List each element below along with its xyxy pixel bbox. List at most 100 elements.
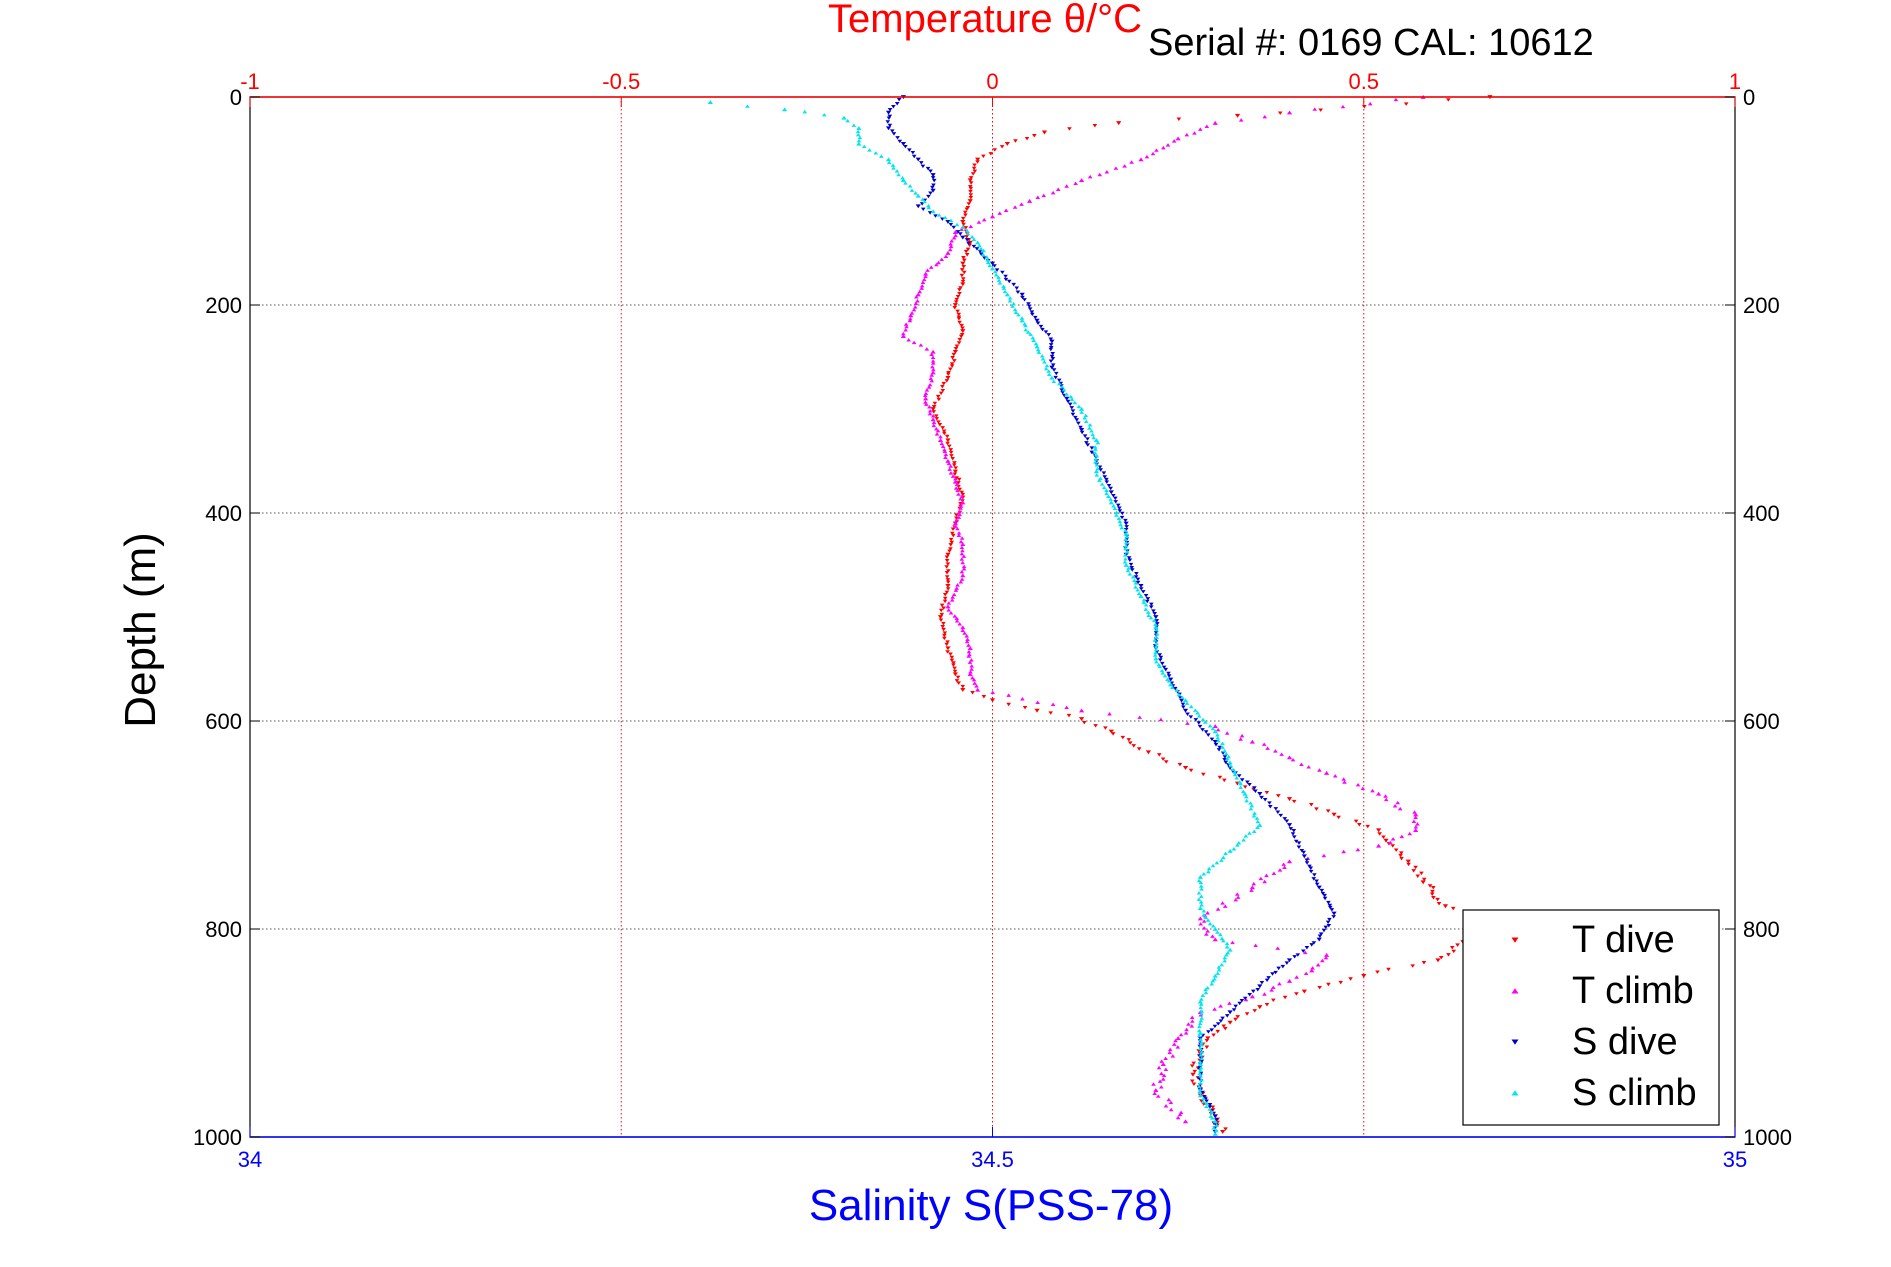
data-point (1255, 825, 1260, 829)
data-point (1016, 312, 1021, 317)
data-point (915, 204, 921, 209)
data-point (1207, 1105, 1213, 1109)
data-point (954, 679, 960, 683)
data-point (1214, 860, 1220, 865)
data-point (1020, 295, 1025, 300)
data-point (930, 359, 936, 363)
data-point (1290, 757, 1296, 762)
data-point (920, 164, 926, 169)
data-point (1153, 1088, 1159, 1093)
data-point (891, 132, 897, 136)
data-point (944, 565, 949, 569)
data-point (915, 157, 921, 162)
data-point (1199, 1099, 1204, 1103)
data-point (1216, 968, 1222, 972)
data-point (1207, 724, 1213, 728)
data-point (960, 261, 966, 266)
data-point (1253, 943, 1258, 948)
data-point (1196, 1028, 1202, 1033)
data-point (952, 479, 958, 484)
data-point (1159, 1059, 1164, 1063)
data-point (980, 252, 986, 257)
data-point (964, 235, 969, 239)
data-point (1421, 961, 1427, 965)
data-point (1224, 941, 1230, 946)
data-point (931, 367, 936, 372)
data-point (1255, 987, 1261, 992)
data-point (1312, 107, 1318, 111)
data-point (1196, 721, 1202, 725)
data-point (1002, 289, 1008, 294)
data-point (1126, 738, 1132, 742)
legend-label: S climb (1572, 1072, 1697, 1114)
data-point (952, 230, 958, 235)
data-point (960, 329, 966, 334)
data-point (993, 273, 999, 277)
data-point (1341, 777, 1347, 781)
data-point (1090, 432, 1095, 437)
data-point (1104, 488, 1109, 492)
data-point (962, 258, 967, 263)
data-point (1215, 907, 1221, 911)
data-point (1244, 798, 1249, 803)
data-point (945, 578, 951, 582)
data-point (956, 312, 962, 317)
data-point (956, 533, 962, 537)
x-top-tick-label: -1 (240, 69, 260, 94)
data-point (930, 361, 936, 365)
data-point (947, 467, 952, 471)
data-point (1176, 692, 1182, 697)
data-point (981, 248, 986, 253)
y-tick-label-left: 600 (205, 709, 242, 734)
data-point (971, 244, 977, 249)
data-point (1107, 712, 1112, 716)
y-tick-label-right: 1000 (1743, 1125, 1792, 1150)
data-point (1198, 1081, 1203, 1085)
data-point (1085, 443, 1091, 447)
data-point (1276, 966, 1281, 971)
data-point (1132, 578, 1137, 583)
data-point (1222, 958, 1227, 963)
data-point (948, 222, 954, 227)
data-point (909, 311, 915, 315)
data-point (1326, 982, 1331, 987)
data-point (1029, 310, 1035, 314)
data-point (951, 661, 956, 665)
data-point (1197, 1059, 1203, 1064)
data-point (1196, 878, 1202, 883)
data-point (945, 441, 950, 446)
data-point (937, 423, 943, 427)
data-point (1092, 451, 1098, 455)
data-point (1197, 724, 1203, 729)
data-point (1001, 286, 1007, 290)
data-point (900, 331, 906, 336)
data-point (931, 410, 937, 414)
data-point (907, 184, 913, 188)
data-point (1200, 1099, 1206, 1104)
data-point (1079, 406, 1085, 411)
data-point (968, 181, 974, 185)
data-point (925, 268, 930, 272)
data-point (1203, 915, 1208, 919)
data-point (1329, 908, 1335, 912)
data-point (926, 385, 932, 389)
data-point (959, 490, 965, 495)
data-point (1199, 1016, 1205, 1020)
data-point (1093, 438, 1100, 443)
data-point (930, 407, 936, 412)
data-point (1050, 357, 1056, 361)
data-point (944, 434, 950, 439)
data-point (1153, 656, 1159, 661)
data-point (1163, 667, 1169, 672)
data-point (867, 148, 872, 152)
data-point (918, 343, 924, 347)
data-point (960, 628, 966, 633)
data-point (1117, 519, 1123, 524)
data-point (855, 129, 861, 134)
data-point (966, 649, 972, 654)
data-point (1224, 756, 1230, 761)
data-point (1430, 889, 1435, 894)
data-point (935, 394, 941, 399)
data-point (1435, 897, 1440, 902)
data-point (1280, 964, 1286, 969)
